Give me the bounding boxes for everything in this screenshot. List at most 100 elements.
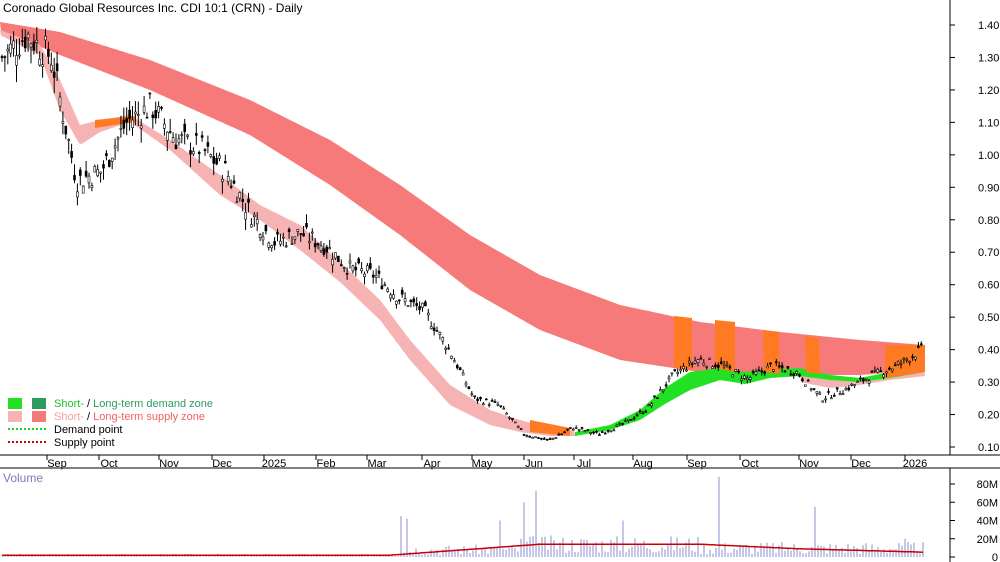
volume-moving-average (2, 543, 924, 556)
legend: Short- / Long-term demand zone Short- / … (8, 398, 213, 449)
candle-body (450, 355, 453, 359)
x-tick-label: Feb (317, 458, 336, 470)
candle-body (186, 134, 189, 137)
candle-body (137, 114, 140, 116)
candle-body (702, 362, 706, 366)
candle-body (792, 373, 796, 376)
volume-y-axis: 80M 60M 40M 20M 0 (950, 479, 998, 562)
candle-body (798, 373, 801, 377)
candle-body (47, 49, 50, 57)
candle-body (131, 119, 134, 128)
candle-body (6, 48, 10, 52)
volume-panel: Volume 80M 60M 40M 20M 0 (0, 467, 1000, 562)
candle-body (438, 332, 442, 336)
candle-body (197, 151, 201, 154)
candle-body (896, 361, 900, 365)
candle-body (38, 58, 42, 66)
candle-body (542, 438, 546, 440)
candle-body (812, 388, 816, 390)
candle-body (389, 294, 392, 299)
candle-body (328, 247, 332, 250)
candle-body (35, 39, 39, 43)
y-tick-label: 0.10 (978, 442, 999, 454)
candle-body (557, 433, 561, 436)
legend-demand-point: Demand point (54, 424, 123, 436)
candle-body (429, 326, 433, 330)
candle-body (116, 137, 120, 140)
candle-body (122, 119, 126, 129)
candle-body (377, 270, 381, 274)
candle-body (342, 267, 346, 269)
candle-body (322, 248, 326, 255)
y-tick-label: 0.70 (978, 247, 999, 259)
candle-body (479, 396, 482, 400)
candle-body (679, 369, 682, 372)
candle-body (380, 285, 384, 290)
candle-body (99, 171, 102, 174)
candle-body (766, 365, 769, 369)
candle-body (128, 109, 131, 120)
volume-bars (1, 476, 924, 557)
candle-body (714, 364, 717, 368)
price-panel: 1.40 1.30 1.20 1.10 1.00 0.90 0.80 0.70 0.60 0.50… (0, 0, 1000, 470)
candle-body (699, 357, 703, 360)
volume-tick-label: 60M (977, 497, 998, 509)
candle-body (287, 229, 291, 232)
candle-body (148, 92, 152, 95)
candle-body (250, 224, 253, 228)
candle-body (815, 391, 819, 394)
candle-body (716, 364, 720, 368)
candle-body (482, 403, 485, 406)
y-tick-label: 0.90 (978, 182, 999, 194)
price-candles (0, 27, 923, 441)
candle-body (664, 384, 668, 387)
candle-body (780, 365, 784, 369)
candle-body (224, 160, 227, 164)
candle-body (403, 298, 407, 303)
candle-body (806, 379, 810, 382)
candle-body (467, 386, 471, 389)
candle-body (560, 433, 564, 436)
candle-body (209, 154, 213, 157)
candle-body (908, 360, 912, 363)
candle-body (612, 429, 616, 432)
candle-body (635, 414, 639, 417)
candle-body (615, 424, 619, 427)
candle-body (110, 157, 114, 162)
candle-body (119, 128, 123, 130)
candle-body (296, 228, 300, 232)
long-term-supply-zone (0, 22, 925, 375)
candle-body (276, 231, 279, 235)
y-tick-label: 0.40 (978, 345, 999, 357)
candle-body (157, 106, 160, 113)
candle-body (444, 347, 448, 350)
candle-body (180, 134, 184, 136)
candle-body (319, 245, 323, 252)
candle-body (247, 198, 250, 203)
candle-body (905, 358, 909, 361)
candle-body (166, 131, 169, 141)
legend-long-demand-swatch (32, 398, 46, 409)
candle-body (284, 245, 288, 248)
legend-demand-zone: Short- / Long-term demand zone (54, 398, 213, 410)
candle-body (79, 169, 82, 176)
candle-body (919, 343, 923, 346)
x-tick-label: Sep (687, 458, 707, 470)
candle-body (96, 169, 99, 177)
candle-body (899, 363, 903, 365)
candle-body (113, 145, 117, 149)
candle-body (490, 400, 494, 402)
candle-body (386, 288, 390, 292)
candle-body (777, 365, 781, 368)
candle-body (226, 176, 230, 182)
orange-zone (530, 420, 570, 436)
candle-body (888, 367, 891, 370)
price-y-axis: 1.40 1.30 1.20 1.10 1.00 0.90 0.80 0.70 0.60 0.50… (950, 20, 999, 454)
candle-body (348, 260, 352, 264)
candle-body (844, 388, 848, 391)
legend-short-supply-swatch (8, 411, 22, 422)
candle-body (108, 160, 111, 167)
candle-body (850, 383, 854, 386)
candle-body (911, 356, 914, 358)
long-term-supply-band (0, 22, 925, 375)
